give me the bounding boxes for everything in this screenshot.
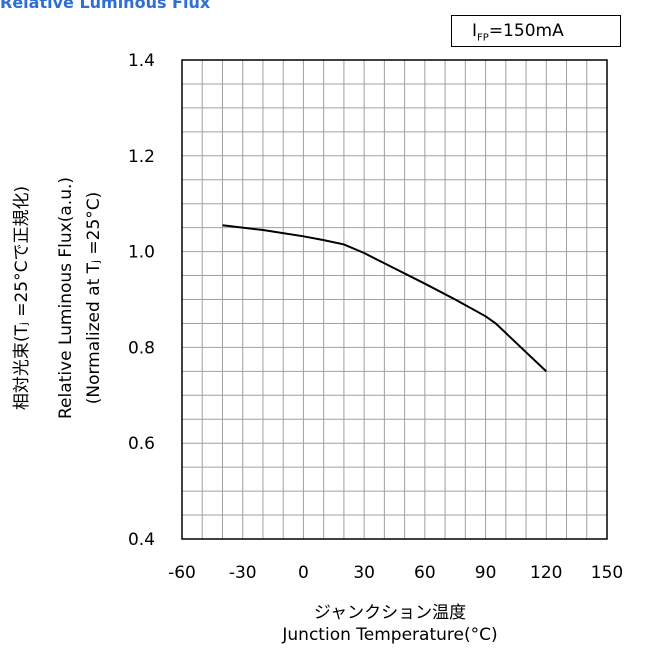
- condition-value: =150mA: [488, 21, 564, 41]
- y-axis-label-line: Relative Luminous Flux(a.u.): [56, 177, 76, 419]
- y-axis-label: 相対光束(Tⱼ =25°Cで正規化) Relative Luminous Flux…: [12, 177, 104, 419]
- y-axis-label-line: (Normalized at Tⱼ =25°C): [84, 192, 104, 405]
- y-tick-label: 0.8: [128, 338, 155, 358]
- x-tick-label: 30: [353, 563, 375, 583]
- x-tick-labels: -60 -30 0 30 60 90 120 150: [168, 563, 623, 583]
- condition-subscript: FP: [477, 32, 489, 44]
- plot-frame: [181, 59, 608, 540]
- y-tick-label: 1.2: [128, 147, 155, 167]
- condition-box: IFP=150mA: [451, 15, 621, 47]
- x-tick-label: 0: [298, 563, 309, 583]
- x-tick-label: -30: [229, 563, 257, 583]
- x-tick-label: -60: [168, 563, 196, 583]
- y-tick-label: 0.4: [128, 530, 155, 550]
- y-tick-label: 1.0: [128, 243, 155, 263]
- y-tick-label: 1.4: [128, 51, 155, 71]
- x-tick-label: 150: [591, 563, 623, 583]
- grid-lines: [182, 60, 607, 539]
- y-tick-labels: 0.4 0.6 0.8 1.0 1.2 1.4: [128, 51, 155, 550]
- condition-symbol: I: [472, 21, 478, 41]
- chart-title: Relative Luminous Flux: [0, 0, 211, 12]
- x-tick-label: 90: [475, 563, 497, 583]
- x-axis-label-jp: ジャンクション温度: [313, 603, 467, 623]
- x-tick-label: 120: [530, 563, 562, 583]
- x-tick-label: 60: [414, 563, 436, 583]
- y-tick-label: 0.6: [128, 434, 155, 454]
- series-line: [222, 224, 547, 373]
- x-axis-label-en: Junction Temperature(°C): [282, 625, 498, 645]
- y-axis-label-line: 相対光束(Tⱼ =25°Cで正規化): [12, 186, 32, 410]
